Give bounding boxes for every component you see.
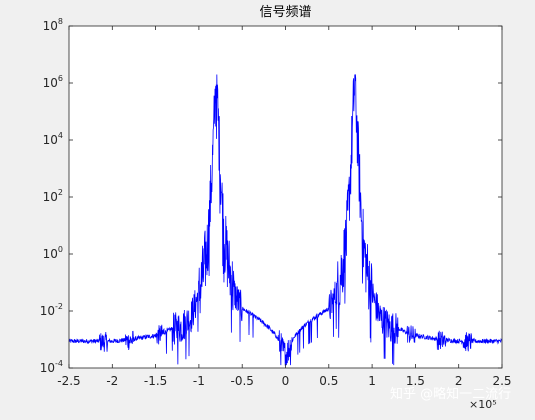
y-tick-base: 10: [43, 247, 58, 261]
x-tick-label: 1: [368, 374, 376, 388]
y-tick-label: 108: [43, 17, 63, 33]
y-tick-base: 10: [43, 133, 58, 147]
x-tick-label: -0.5: [230, 374, 253, 388]
plot-area: [69, 26, 502, 368]
y-tick-label: 10-4: [40, 359, 63, 375]
y-tick-label: 100: [43, 245, 63, 261]
y-tick-label: 106: [43, 74, 63, 90]
x-tick-label: 0.5: [319, 374, 338, 388]
y-tick-base: 10: [43, 76, 58, 90]
chart-title: 信号频谱: [259, 5, 311, 20]
y-tick-label: 10-2: [40, 302, 63, 318]
y-tick-label: 102: [43, 188, 63, 204]
y-tick-exponent: -4: [55, 359, 63, 368]
x-tick-label: -1.5: [144, 374, 167, 388]
x-tick-label: 2: [455, 374, 463, 388]
y-tick-exponent: 6: [58, 74, 63, 83]
y-tick-exponent: 2: [58, 188, 63, 197]
x-tick-label: 1.5: [406, 374, 425, 388]
y-tick-base: 10: [40, 361, 55, 375]
watermark-text: 知乎 @略知一二流行: [390, 386, 511, 402]
y-tick-exponent: 8: [58, 17, 63, 26]
tick-group: -2.5 -2 -1.5 -1 -0.5 0 0.5 1 1.5 2 2.510-410-21001…: [40, 17, 512, 388]
x-tick-label: 2.5: [492, 374, 511, 388]
x-tick-label: -1: [193, 374, 205, 388]
y-tick-base: 10: [43, 19, 58, 33]
y-tick-exponent: 0: [58, 245, 63, 254]
x-axis-multiplier: ×10⁵: [469, 398, 497, 411]
y-tick-base: 10: [43, 190, 58, 204]
x-tick-label: -2.5: [57, 374, 80, 388]
x-tick-label: -2: [106, 374, 118, 388]
y-tick-base: 10: [40, 304, 55, 318]
y-tick-label: 104: [43, 131, 63, 147]
y-tick-exponent: 4: [58, 131, 63, 140]
x-tick-label: 0: [282, 374, 290, 388]
y-tick-exponent: -2: [55, 302, 63, 311]
